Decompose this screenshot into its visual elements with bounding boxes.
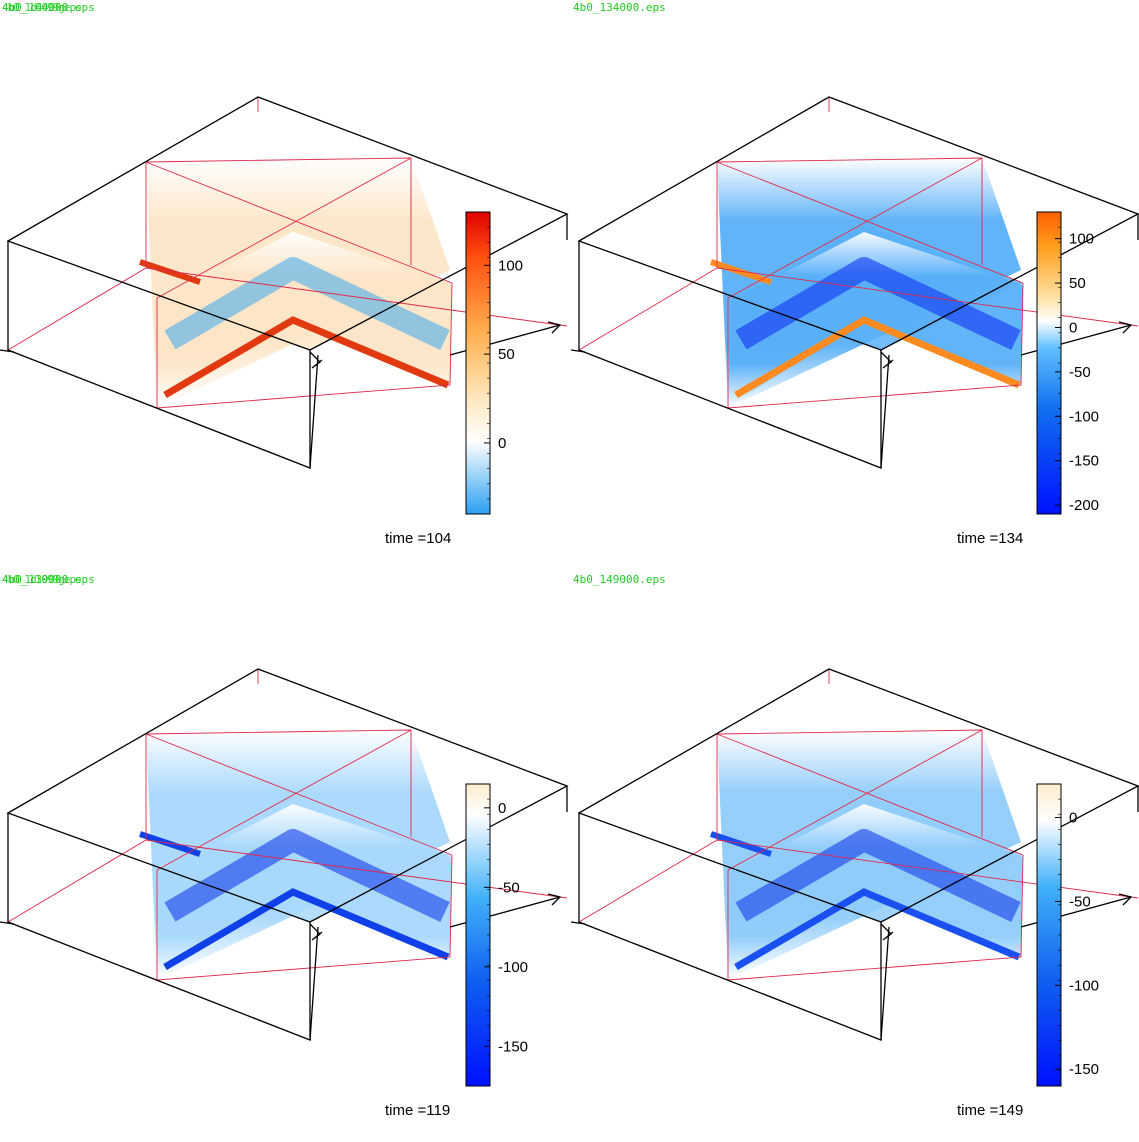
colorbar-tick-label: -150 <box>498 1038 528 1055</box>
slice-scene: 0 -50 -100 -150 <box>0 668 569 1087</box>
slice-outline <box>716 839 1139 899</box>
axis-arrow-head <box>880 351 894 369</box>
colorbar-tick-label: 0 <box>1069 810 1077 827</box>
box-front-edge <box>309 926 319 1041</box>
colorbar <box>465 783 491 1087</box>
front-slice <box>157 232 452 408</box>
colorbar-tick-label: 100 <box>1069 231 1094 248</box>
slice-outline <box>727 854 1024 981</box>
back-edge-band <box>139 259 201 285</box>
slice-outline <box>156 157 412 299</box>
colorbar <box>1036 783 1062 1087</box>
slice-outline <box>145 733 453 856</box>
filename-label: 4b0_119000.eps <box>2 573 95 586</box>
axis-arrow-head <box>880 923 894 941</box>
colorbar-tick-label: 0 <box>498 800 506 817</box>
colorbar <box>465 211 491 515</box>
filename-label: 4b0_149000.eps <box>573 573 666 586</box>
chevron-band <box>164 829 450 922</box>
panel-bottom-right: 4b0_149000.eps 0 -50 -100 -150 time =149 <box>571 572 1139 1142</box>
slice-outline <box>145 161 453 284</box>
slice-scene: 0 -50 -100 -150 <box>571 668 1139 1087</box>
axis-arrow-head <box>309 923 323 941</box>
axis-arrow <box>0 921 15 925</box>
colorbar-tick-label: 100 <box>498 257 523 274</box>
back-edge-band <box>710 831 772 857</box>
box-front-edge <box>880 926 890 1041</box>
back-edge-band <box>710 259 772 285</box>
chevron-edge <box>734 316 1021 399</box>
chevron-band <box>735 257 1021 350</box>
filename-overlay-label: 4b0_1d3099geps <box>2 573 82 586</box>
time-label: time =104 <box>385 530 452 547</box>
axis-arrow-head <box>1118 893 1133 906</box>
colorbar-tick-label: -50 <box>498 879 520 896</box>
slice-outline <box>716 267 1139 327</box>
slice-outline <box>716 733 1024 856</box>
front-slice <box>157 804 452 980</box>
front-slice <box>728 232 1023 408</box>
slice-outline <box>7 162 147 351</box>
slice-outline <box>156 854 453 981</box>
colorbar-tick-label: -200 <box>1069 497 1099 514</box>
chevron-edge <box>163 888 450 971</box>
colorbar-tick-label: -100 <box>1069 408 1099 425</box>
axis-arrow-head <box>309 351 323 369</box>
axis-arrow-head <box>547 893 562 906</box>
slice-outline <box>578 734 718 923</box>
filename-overlay-label: 4b0_1d4099geps <box>2 1 82 14</box>
time-label: time =149 <box>957 1102 1024 1119</box>
colorbar-tick-label: 50 <box>1069 275 1086 292</box>
colorbar-tick-label: -50 <box>1069 893 1091 910</box>
axis-arrow-head <box>547 321 562 334</box>
chevron-edge <box>734 888 1021 971</box>
panel-top-right: 4b0_134000.eps 100 50 0 -50 -100 -150 -200 tim… <box>571 0 1139 570</box>
colorbar <box>1036 211 1062 515</box>
box-front-edge <box>578 241 882 469</box>
colorbar-tick-label: -150 <box>1069 453 1099 470</box>
slice-outline <box>727 157 983 299</box>
slice-scene: 100 50 0 -50 -100 -150 -200 <box>571 96 1139 515</box>
colorbar-tick-label: 50 <box>498 346 515 363</box>
filename-label: 4b0_134000.eps <box>573 1 666 14</box>
colorbar-tick-label: -150 <box>1069 1061 1099 1078</box>
box-front-edge <box>7 241 311 469</box>
colorbar-tick-label: -100 <box>1069 977 1099 994</box>
colorbar-tick-label: 0 <box>1069 319 1077 336</box>
filename-label: 4b0_104000.eps <box>2 1 95 14</box>
panel-top-left: 4b0_104000.eps 4b0_1d4099geps 100 50 0 tim… <box>0 0 570 570</box>
colorbar-tick-label: -100 <box>498 959 528 976</box>
panel-bottom-left: 4b0_119000.eps 4b0_1d3099geps 0 -50 -100 -1… <box>0 572 570 1142</box>
colorbar-tick-label: 0 <box>498 435 506 452</box>
front-slice <box>728 804 1023 980</box>
box-front-edge <box>7 813 311 1041</box>
colorbar-tick-label: -50 <box>1069 364 1091 381</box>
box-front-edge <box>309 354 319 469</box>
slice-outline <box>156 282 453 409</box>
slice-outline <box>727 729 983 871</box>
slice-scene: 100 50 0 <box>0 96 569 515</box>
axis-arrow <box>571 921 586 925</box>
chevron-edge <box>163 316 450 399</box>
slice-outline <box>156 729 412 871</box>
axis-arrow-head <box>1118 321 1133 334</box>
slice-outline <box>145 839 568 899</box>
axis-arrow <box>571 349 586 353</box>
chevron-band <box>164 257 450 350</box>
chevron-band <box>735 829 1021 922</box>
box-front-edge <box>880 354 890 469</box>
time-label: time =119 <box>385 1102 451 1119</box>
slice-outline <box>578 162 718 351</box>
box-front-edge <box>578 813 882 1041</box>
slice-outline <box>727 282 1024 409</box>
axis-arrow <box>0 349 15 353</box>
slice-outline <box>7 734 147 923</box>
slice-outline <box>145 267 568 327</box>
slice-outline <box>716 161 1024 284</box>
back-edge-band <box>139 831 201 857</box>
time-label: time =134 <box>957 530 1024 547</box>
